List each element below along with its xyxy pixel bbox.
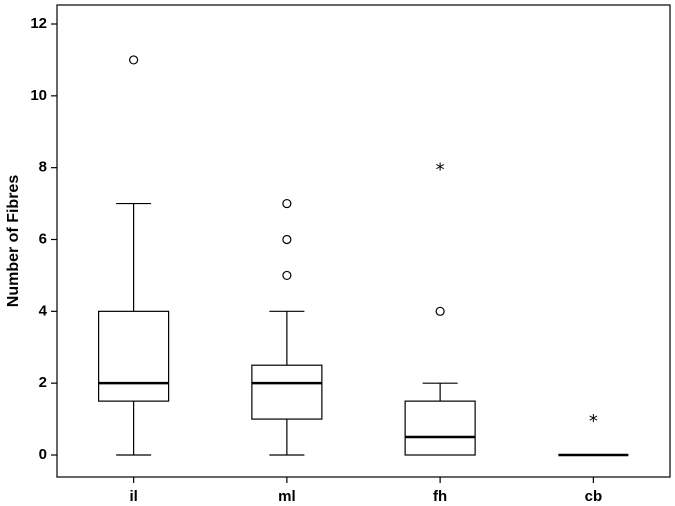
box-group-il (98, 55, 170, 456)
outlier-point (282, 234, 292, 245)
box-group-ml (251, 198, 323, 456)
outlier-point (435, 306, 445, 316)
x-tick-label-il: il (129, 488, 137, 505)
box-group-fh: * (404, 160, 476, 456)
x-axis: il ml fh cb (129, 477, 602, 505)
y-axis: 0 2 4 6 8 10 12 (30, 15, 57, 463)
plot-frame (56, 4, 671, 478)
y-tick-label: 8 (39, 159, 47, 176)
outlier-point (282, 198, 292, 209)
box (251, 364, 323, 420)
y-tick-label: 10 (30, 87, 47, 104)
x-tick-label-ml: ml (278, 488, 296, 505)
y-tick-label: 6 (39, 230, 47, 247)
x-tick-label-cb: cb (585, 488, 603, 505)
outlier-point (129, 55, 139, 65)
extreme-point: * (589, 411, 598, 432)
y-tick-label: 0 (39, 446, 47, 463)
y-tick-label: 4 (39, 302, 48, 319)
y-tick-label: 2 (39, 374, 47, 391)
box-group-cb: * (558, 411, 629, 457)
outlier-point (282, 270, 292, 281)
y-tick-label: 12 (30, 15, 47, 32)
boxes: ** (98, 55, 629, 457)
box (404, 400, 476, 456)
extreme-point: * (436, 160, 445, 181)
y-axis-title: Number of Fibres (5, 175, 22, 308)
x-tick-label-fh: fh (433, 488, 447, 505)
box (98, 310, 170, 402)
